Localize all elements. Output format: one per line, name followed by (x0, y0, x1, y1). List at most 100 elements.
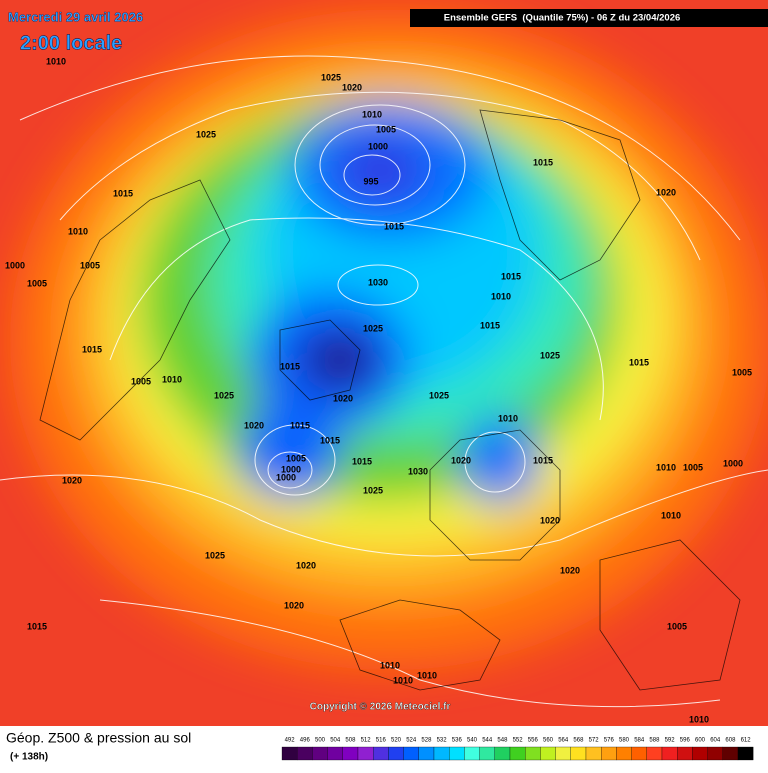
isobar-label: 1015 (480, 320, 500, 330)
isobar-label: 1015 (629, 357, 649, 367)
isobar-label: 1005 (27, 278, 47, 288)
scale-label: 608 (725, 738, 736, 744)
scale-label: 548 (497, 738, 508, 744)
isobar-label: 1015 (320, 435, 340, 445)
isobar-label: 1005 (286, 453, 306, 463)
scale-swatch (722, 746, 739, 761)
scale-swatch (692, 746, 708, 761)
isobar-label: 1010 (162, 374, 182, 384)
isobar-label: 1000 (368, 141, 388, 151)
scale-swatch (737, 746, 754, 761)
scale-label: 492 (285, 738, 296, 744)
isobar-label: 1020 (451, 455, 471, 465)
isobar-label: 1020 (656, 187, 676, 197)
scale-swatch (525, 746, 541, 761)
scale-label: 512 (361, 738, 372, 744)
scale-swatch (555, 746, 571, 761)
scale-label: 572 (589, 738, 600, 744)
isobar-label: 1015 (533, 157, 553, 167)
scale-swatch (646, 746, 663, 761)
isobar-label: 1025 (540, 350, 560, 360)
scale-swatch (509, 746, 526, 761)
isobar-label: 1025 (429, 390, 449, 400)
date: Mercredi 29 avril 2026 (8, 9, 143, 24)
isobar-label: 1000 (276, 472, 296, 482)
scale-swatch (403, 746, 419, 761)
isobar-label: 1015 (113, 188, 133, 198)
isobar-label: 1005 (683, 462, 703, 472)
isobar-label: 1020 (284, 600, 304, 610)
isobar-label: 1010 (661, 510, 681, 520)
scale-swatch (707, 746, 723, 761)
isobar-label: 1005 (732, 367, 752, 377)
scale-swatch (449, 746, 465, 761)
scale-label: 560 (543, 738, 554, 744)
isobar-label: 1010 (417, 670, 437, 680)
isobar-label: 1000 (281, 464, 301, 474)
local-time: 2:00 locale (20, 32, 122, 54)
isobar-label: 1015 (501, 271, 521, 281)
isobar-label: 1020 (296, 560, 316, 570)
scale-label: 584 (634, 738, 645, 744)
scale-label: 528 (421, 738, 432, 744)
isobar-label: 1005 (667, 621, 687, 631)
isobar-label: 1015 (352, 456, 372, 466)
isobar-label: 1025 (363, 323, 383, 333)
isobar-label: 1025 (205, 550, 225, 560)
isobar-label: 1030 (408, 466, 428, 476)
scale-label: 532 (437, 738, 448, 744)
isobar-label: 1025 (321, 72, 341, 82)
isobar-label: 1020 (62, 475, 82, 485)
scale-label: 552 (513, 738, 524, 744)
scale-label: 520 (391, 738, 402, 744)
scale-swatch (418, 746, 435, 761)
scale-swatch (388, 746, 404, 761)
isobar-label: 1015 (280, 361, 300, 371)
scale-label: 508 (345, 738, 356, 744)
isobar-label: 1020 (342, 82, 362, 92)
map-field: 1010102510201010100510009951025101510201… (0, 0, 768, 726)
scale-swatch (342, 746, 359, 761)
scale-swatch (327, 746, 343, 761)
scale-swatch (616, 746, 632, 761)
scale-label: 536 (452, 738, 463, 744)
scale-swatch (479, 746, 495, 761)
isobar-label: 1010 (68, 226, 88, 236)
scale-label: 544 (482, 738, 493, 744)
scale-label: 556 (528, 738, 539, 744)
isobar-label: 1030 (368, 277, 388, 287)
scale-swatch (312, 746, 328, 761)
isobar-label: 1015 (384, 221, 404, 231)
color-scale: 492 496 500 504 508 512 516 520 524 528 532 536 540 5… (281, 738, 754, 761)
isobar-label: 1010 (380, 660, 400, 670)
scale-swatch (281, 746, 298, 761)
scale-swatch (433, 746, 450, 761)
isobar-label: 1020 (333, 393, 353, 403)
copyright: Copyright © 2026 Meteociel.fr (310, 702, 451, 713)
scale-swatch (297, 746, 313, 761)
scale-swatch (585, 746, 602, 761)
isobar-label: 1010 (393, 675, 413, 685)
scale-swatch (601, 746, 617, 761)
isobar-label: 1025 (196, 129, 216, 139)
scale-label: 592 (665, 738, 676, 744)
run-box (410, 9, 768, 27)
isobar-label: 1005 (376, 124, 396, 134)
scale-label: 604 (710, 738, 721, 744)
isobar-label: 1015 (533, 455, 553, 465)
isobar-label: 1020 (560, 565, 580, 575)
scale-label: 580 (619, 738, 630, 744)
scale-label: 612 (741, 738, 752, 744)
isobar-label: 1015 (27, 621, 47, 631)
scale-label: 564 (558, 738, 569, 744)
scale-label: 588 (649, 738, 660, 744)
scale-label: 600 (695, 738, 706, 744)
isobar-label: 1025 (214, 390, 234, 400)
scale-label: 568 (573, 738, 584, 744)
scale-swatch (631, 746, 647, 761)
isobar-label: 1010 (362, 109, 382, 119)
forecast-lead: (+ 138h) (10, 752, 48, 763)
scale-swatch (570, 746, 587, 761)
